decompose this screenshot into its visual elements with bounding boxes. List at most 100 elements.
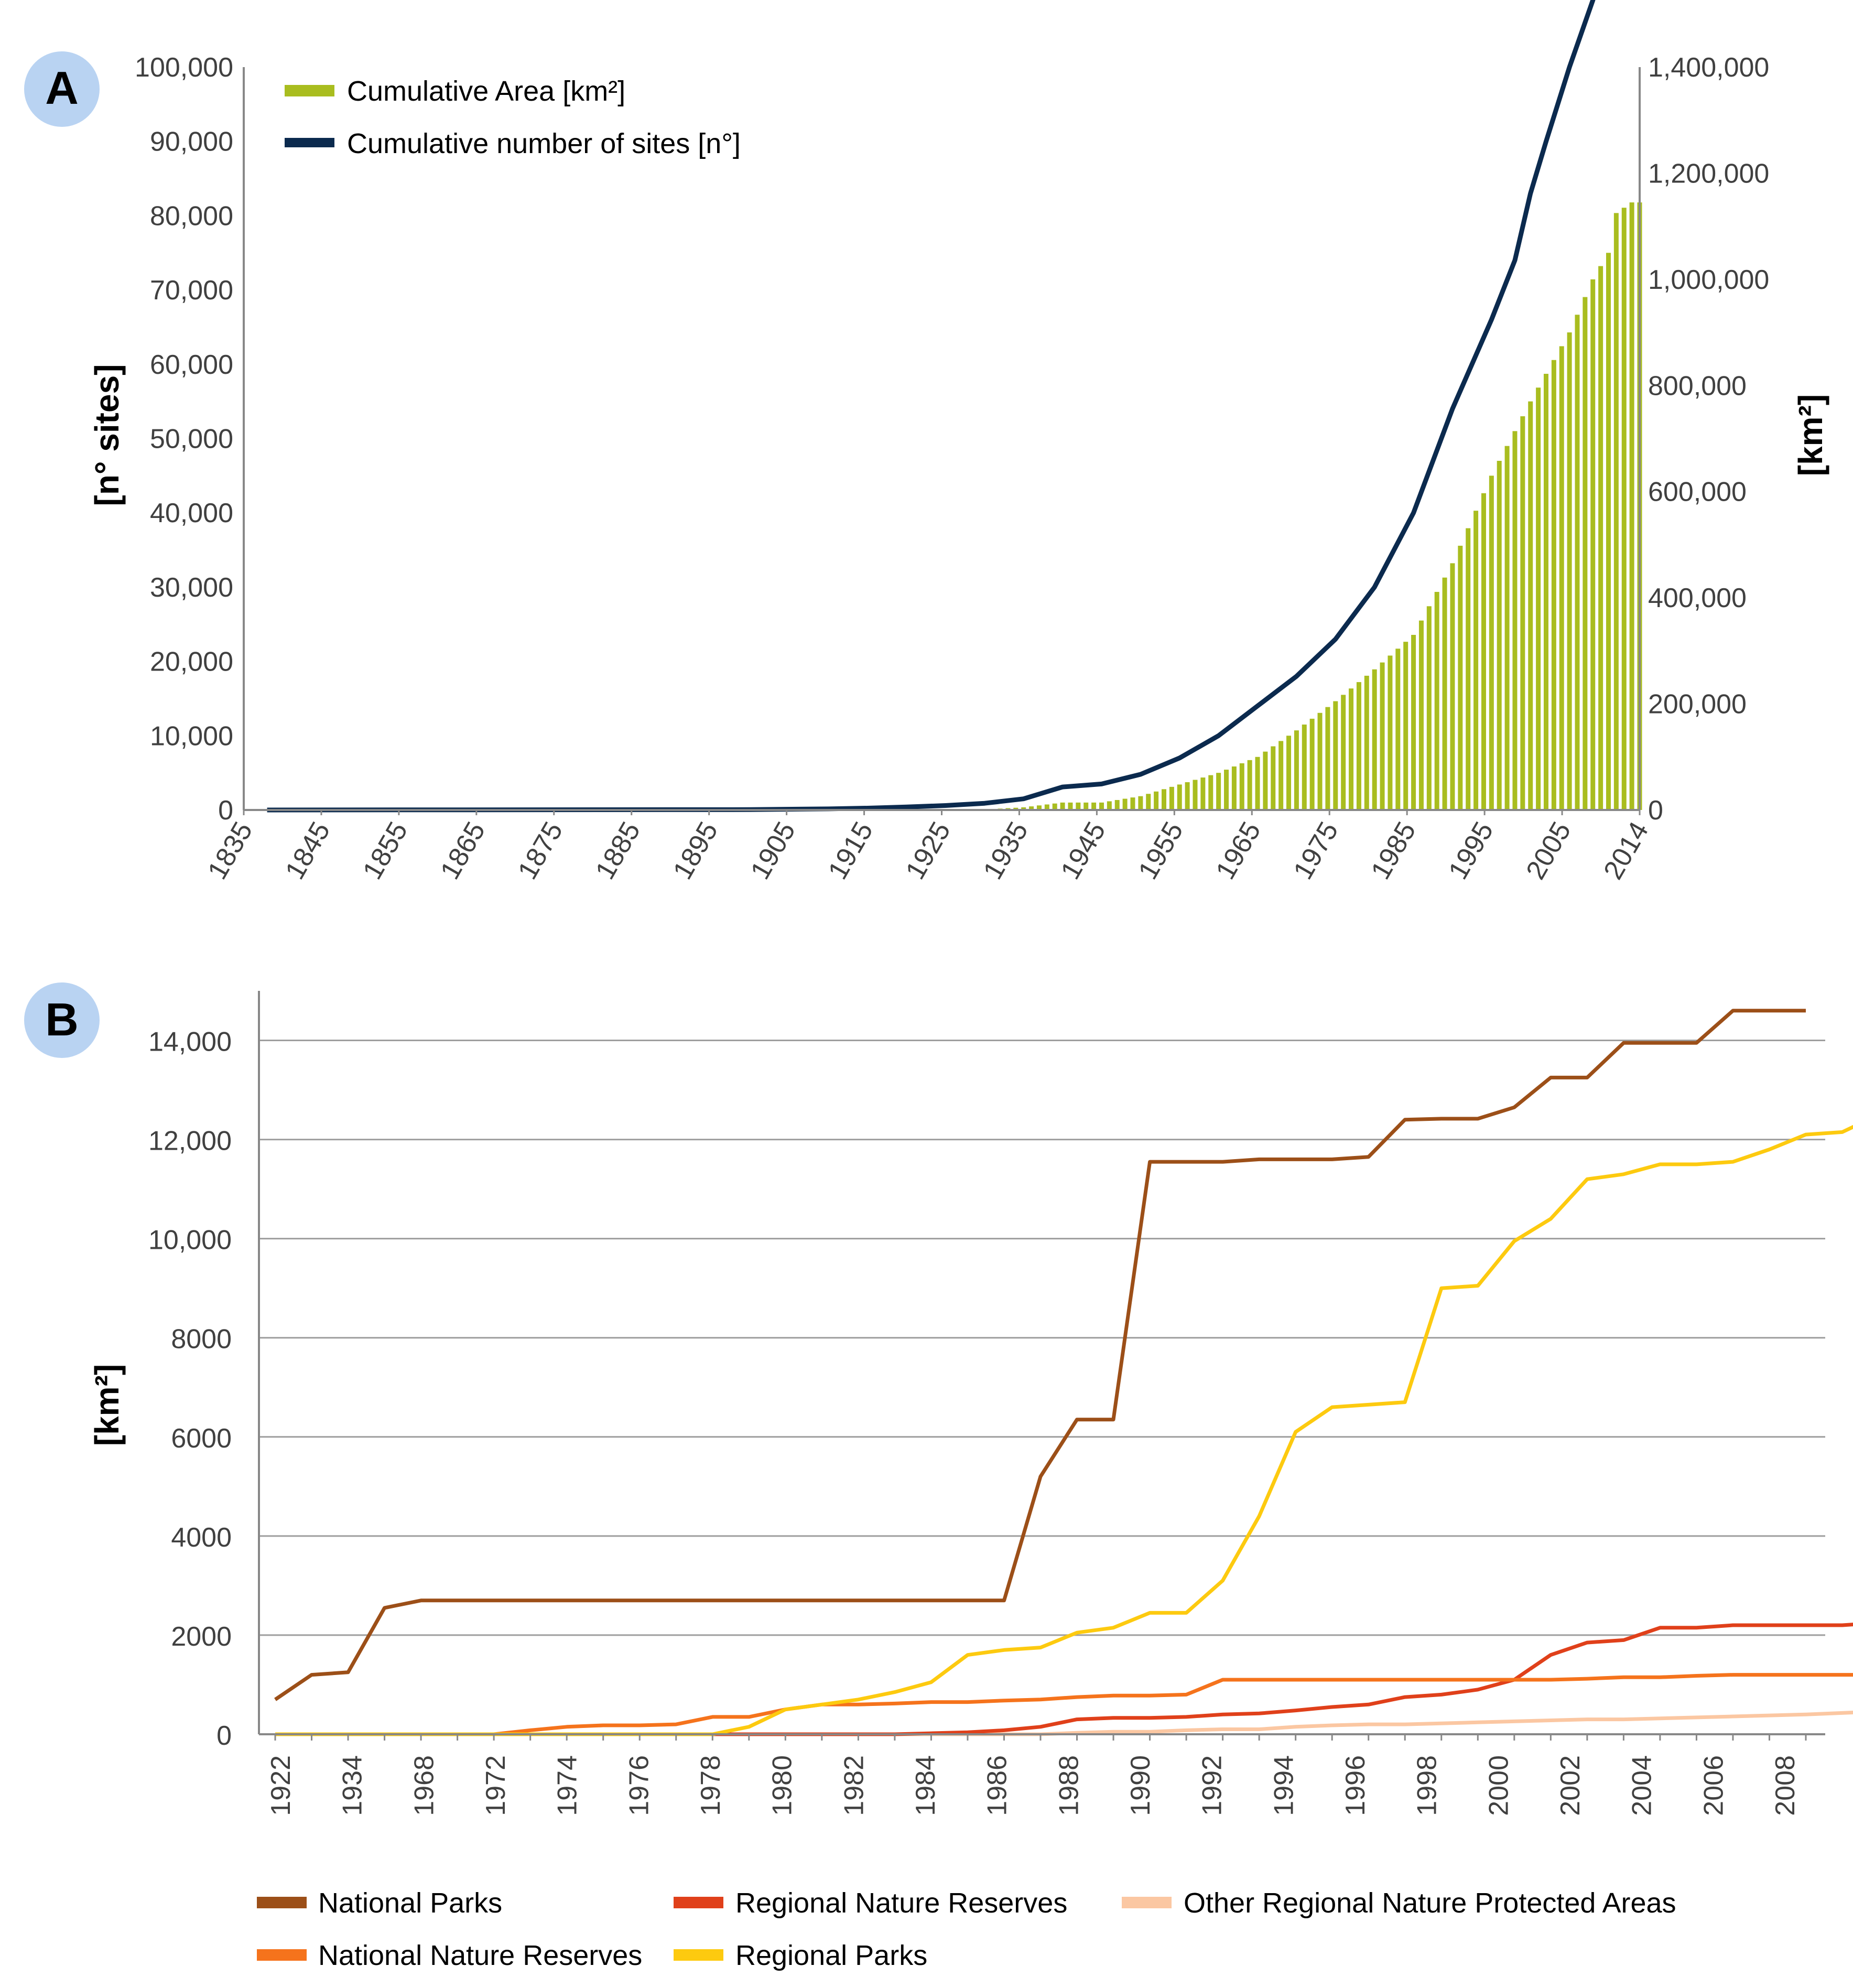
panel-a-bars xyxy=(982,202,1642,810)
a-x-tick-label: 1945 xyxy=(1055,817,1112,884)
panel-b-x-ticks: 1922 1934 1968 1972 1974 1976 1978 1980 1982 1984… xyxy=(266,1734,1807,1816)
panel-b-series xyxy=(274,1009,1853,1736)
legend-swatch-cumulative-area xyxy=(285,85,334,96)
panel-a-right-axis-title: [km²] xyxy=(1792,394,1829,476)
a-area-bar xyxy=(1154,791,1159,810)
a-cumulative-sites-line xyxy=(267,0,1596,813)
panel-b-legend: National Parks Regional Nature Reserves … xyxy=(257,1887,1676,1971)
a-area-bar xyxy=(1598,266,1603,810)
b-x-tick-label: 1992 xyxy=(1197,1755,1228,1816)
b-x-tick-label: 1976 xyxy=(624,1755,654,1816)
a-area-bar xyxy=(1450,563,1455,810)
a-right-tick-label: 1,000,000 xyxy=(1648,265,1769,295)
b-x-tick-label: 2004 xyxy=(1627,1755,1657,1816)
legend-swatch-cumulative-sites xyxy=(285,138,334,147)
panel-b-y-ticks: 0 2000 4000 6000 8000 10,000 12,000 14,000 xyxy=(148,1027,232,1751)
a-area-bar xyxy=(1193,780,1198,810)
b-y-tick-label: 4000 xyxy=(171,1522,232,1553)
a-x-tick-label: 1875 xyxy=(512,817,569,884)
panel-a-line xyxy=(267,0,1596,813)
a-left-tick-label: 60,000 xyxy=(150,350,233,380)
a-area-bar xyxy=(1099,802,1104,810)
a-left-tick-label: 50,000 xyxy=(150,424,233,455)
panel-a-label: A xyxy=(45,62,79,114)
legend-swatch-other-regional-areas xyxy=(1122,1897,1172,1908)
a-area-bar xyxy=(1364,675,1369,810)
b-x-tick-label: 2002 xyxy=(1555,1755,1586,1816)
legend-label-regional-nature-reserves: Regional Nature Reserves xyxy=(735,1887,1067,1919)
a-area-bar xyxy=(1512,431,1518,810)
panel-a-x-ticks: 1835 1845 1855 1865 1875 1885 1895 1905 1915 1925… xyxy=(202,810,1654,884)
a-area-bar xyxy=(1185,782,1190,810)
a-area-bar xyxy=(1434,592,1439,810)
a-area-bar xyxy=(1333,701,1338,810)
a-area-bar xyxy=(1372,669,1377,810)
a-area-bar xyxy=(1052,803,1057,810)
a-right-tick-label: 200,000 xyxy=(1648,689,1747,720)
b-x-tick-label: 1968 xyxy=(409,1755,439,1816)
a-x-tick-label: 1955 xyxy=(1133,817,1189,884)
a-x-tick-label: 1835 xyxy=(202,817,258,884)
a-area-bar xyxy=(1263,751,1268,810)
a-area-bar xyxy=(1442,577,1447,810)
a-area-bar xyxy=(1356,682,1361,810)
a-area-bar xyxy=(1559,346,1564,810)
b-x-tick-label: 1922 xyxy=(266,1755,296,1816)
a-area-bar xyxy=(1029,806,1034,810)
a-area-bar xyxy=(1567,332,1572,810)
panel-a: A 0 10,000 20,000 30,000 40,000 50,000 60,000 7… xyxy=(24,0,1829,884)
a-area-bar xyxy=(1302,725,1307,810)
a-area-bar xyxy=(1177,784,1182,810)
a-x-tick-label: 1995 xyxy=(1443,817,1499,884)
legend-label-cumulative-sites: Cumulative number of sites [n°] xyxy=(347,128,741,159)
a-right-tick-label: 0 xyxy=(1648,795,1663,826)
a-x-tick-label: 2014 xyxy=(1598,817,1654,884)
a-area-bar xyxy=(1247,760,1252,810)
a-area-bar xyxy=(1583,297,1588,810)
a-right-tick-label: 600,000 xyxy=(1648,477,1747,507)
b-y-tick-label: 14,000 xyxy=(148,1027,232,1057)
b-x-tick-label: 1986 xyxy=(982,1755,1013,1816)
legend-label-national-nature-reserves: National Nature Reserves xyxy=(318,1940,642,1971)
a-area-bar xyxy=(1551,360,1556,810)
a-left-tick-label: 90,000 xyxy=(150,127,233,157)
b-x-tick-label: 1994 xyxy=(1269,1755,1299,1816)
a-area-bar xyxy=(1489,476,1494,810)
legend-swatch-regional-nature-reserves xyxy=(674,1897,723,1908)
a-area-bar xyxy=(1286,736,1292,810)
a-area-bar xyxy=(1021,807,1026,810)
a-area-bar xyxy=(1520,416,1525,810)
a-area-bar xyxy=(1426,606,1432,810)
a-area-bar xyxy=(1481,493,1486,810)
b-x-tick-label: 2006 xyxy=(1698,1755,1729,1816)
a-area-bar xyxy=(1239,763,1244,810)
a-left-tick-label: 40,000 xyxy=(150,498,233,528)
panel-a-legend: Cumulative Area [km²] Cumulative number … xyxy=(285,75,741,159)
a-area-bar xyxy=(1411,634,1416,810)
b-series-national-parks xyxy=(274,1009,1806,1701)
a-area-bar xyxy=(1255,757,1260,810)
legend-label-other-regional-areas: Other Regional Nature Protected Areas xyxy=(1184,1887,1676,1919)
panel-a-left-ticks: 0 10,000 20,000 30,000 40,000 50,000 60,000 70,… xyxy=(135,52,233,826)
a-area-bar xyxy=(1122,798,1128,810)
a-area-bar xyxy=(1466,528,1471,810)
a-area-bar xyxy=(1161,789,1166,810)
b-series-regional-parks xyxy=(275,1125,1853,1736)
a-x-tick-label: 1865 xyxy=(435,817,491,884)
a-right-tick-label: 400,000 xyxy=(1648,583,1747,613)
a-x-tick-label: 1905 xyxy=(745,817,801,884)
a-x-tick-label: 1925 xyxy=(900,817,957,884)
a-x-tick-label: 1845 xyxy=(279,817,336,884)
a-area-bar xyxy=(1325,707,1330,810)
a-area-bar xyxy=(1528,401,1533,810)
legend-swatch-regional-parks xyxy=(674,1949,723,1961)
b-x-tick-label: 1996 xyxy=(1340,1755,1371,1816)
a-area-bar xyxy=(1130,797,1135,810)
b-x-tick-label: 1988 xyxy=(1054,1755,1084,1816)
a-left-tick-label: 10,000 xyxy=(150,721,233,751)
legend-label-national-parks: National Parks xyxy=(318,1887,502,1919)
panel-b-badge xyxy=(24,982,100,1058)
a-area-bar xyxy=(1076,802,1081,810)
a-x-tick-label: 1965 xyxy=(1210,817,1267,884)
